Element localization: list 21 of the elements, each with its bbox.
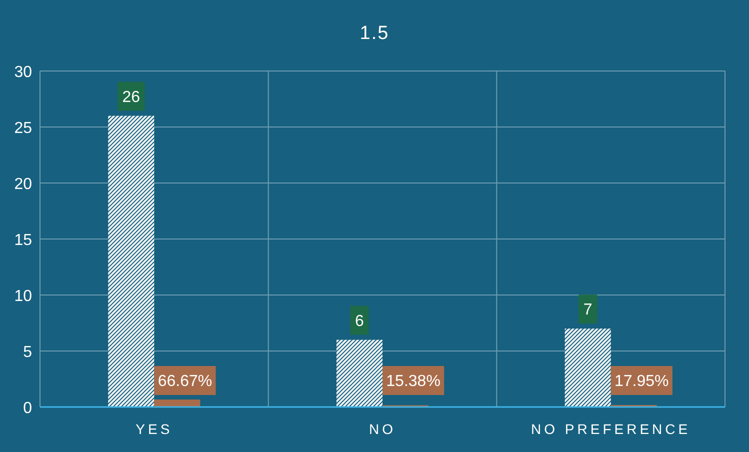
data-label: 6 bbox=[355, 312, 364, 330]
bar bbox=[154, 400, 200, 407]
bar bbox=[564, 328, 611, 407]
chart-title: 1.5 bbox=[360, 23, 390, 44]
x-tick-label: NO PREFERENCE bbox=[531, 421, 691, 437]
bar bbox=[336, 340, 382, 407]
x-tick-label: YES bbox=[136, 421, 173, 437]
y-tick-label: 10 bbox=[14, 288, 32, 305]
bar bbox=[108, 116, 154, 407]
y-tick-label: 15 bbox=[14, 232, 32, 249]
data-label: 26 bbox=[122, 88, 140, 106]
data-label: 17.95% bbox=[614, 373, 669, 390]
y-tick-label: 30 bbox=[14, 64, 32, 81]
y-tick-label: 20 bbox=[14, 176, 32, 193]
data-label: 15.38% bbox=[386, 373, 440, 390]
y-tick-label: 5 bbox=[23, 344, 32, 361]
y-tick-label: 25 bbox=[14, 120, 32, 137]
x-tick-label: NO bbox=[369, 421, 396, 437]
data-label: 7 bbox=[583, 302, 592, 319]
y-tick-label: 0 bbox=[23, 400, 32, 417]
data-label: 66.67% bbox=[158, 373, 212, 390]
